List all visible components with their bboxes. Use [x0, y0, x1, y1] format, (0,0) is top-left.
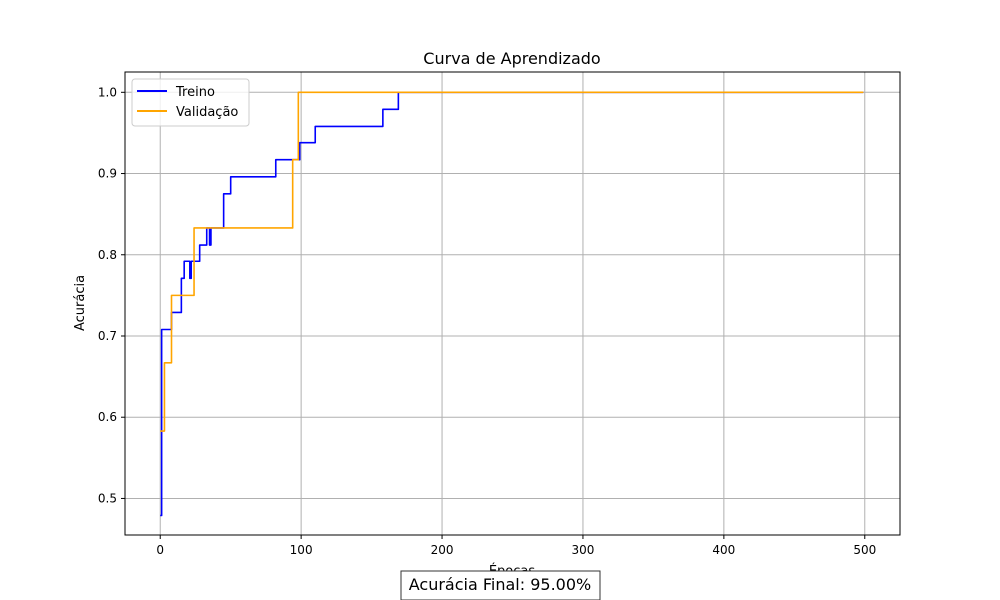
y-tick-label: 0.9 [98, 167, 117, 181]
y-tick-label: 0.6 [98, 410, 117, 424]
y-tick-label: 0.5 [98, 491, 117, 505]
x-axis-ticks: 0 100 200 300 400 500 [156, 535, 876, 557]
series-line-validacao [160, 91, 864, 432]
chart-title: Curva de Aprendizado [423, 49, 600, 68]
legend: Treino Validação [131, 78, 250, 127]
y-tick-label: 1.0 [98, 85, 117, 99]
y-axis-ticks: 0.5 0.6 0.7 0.8 0.9 1.0 [98, 85, 125, 505]
x-tick-label: 300 [572, 543, 595, 557]
x-tick-label: 100 [290, 543, 313, 557]
y-tick-label: 0.8 [98, 248, 117, 262]
x-tick-label: 400 [712, 543, 735, 557]
final-accuracy-text: Acurácia Final: 95.00% [409, 575, 591, 594]
final-accuracy-frame [400, 570, 601, 600]
legend-label-treino: Treino [175, 85, 215, 100]
y-axis-label: Acurácia [73, 275, 88, 331]
plot-frame [124, 71, 901, 536]
x-tick-label: 200 [431, 543, 454, 557]
final-accuracy-annotation: Acurácia Final: 95.00% [400, 570, 601, 600]
x-gridlines [159, 72, 866, 535]
legend-label-validacao: Validação [176, 105, 238, 120]
series-lines [160, 91, 864, 517]
x-tick-label: 0 [156, 543, 164, 557]
series-line-treino [160, 91, 864, 517]
y-tick-label: 0.7 [98, 329, 117, 343]
x-tick-label: 500 [853, 543, 876, 557]
